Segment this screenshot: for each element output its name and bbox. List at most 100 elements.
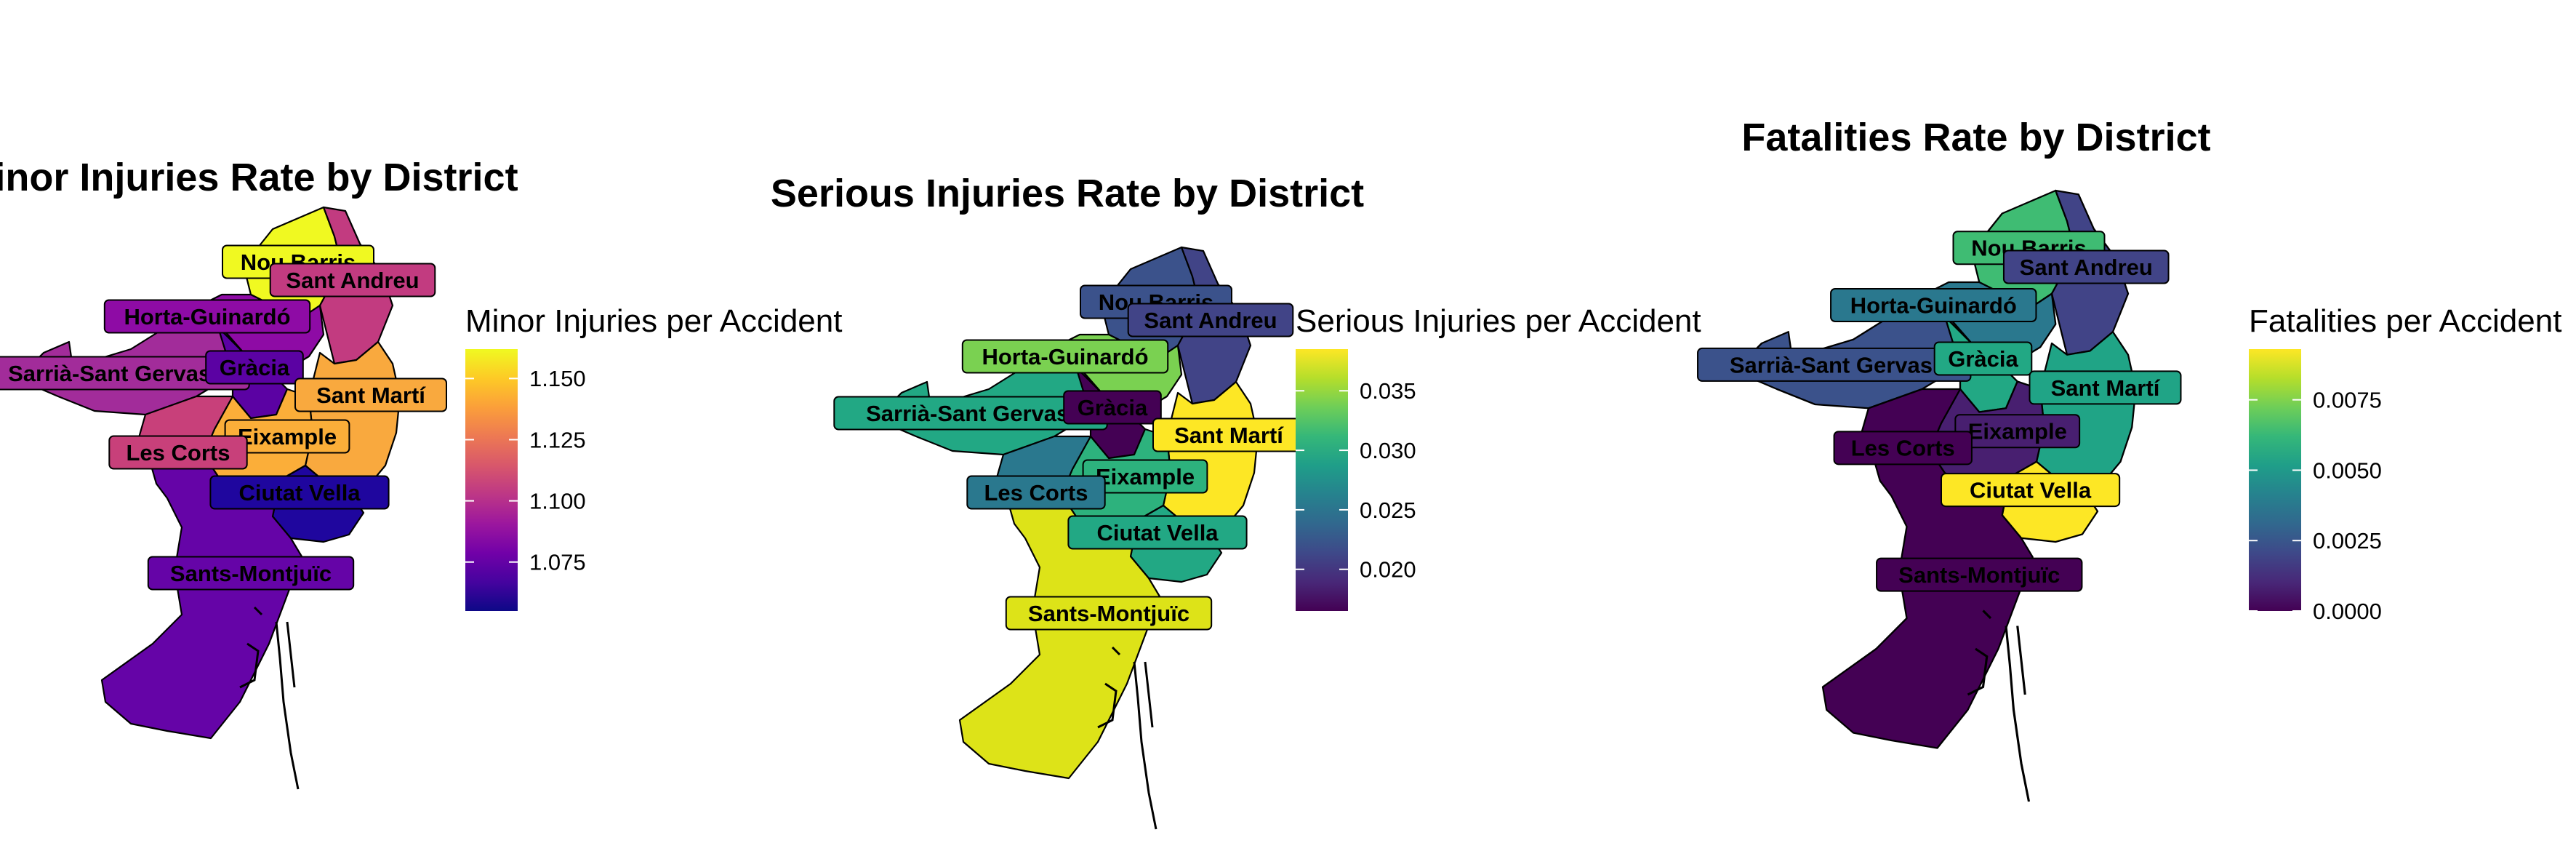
panel-title: Fatalities Rate by District	[1741, 116, 2210, 159]
district-label-text: Sant Martí	[2051, 375, 2161, 401]
legend-colorbar	[2249, 349, 2301, 611]
district-label-box	[1067, 515, 1248, 550]
district-label: Sant Martí	[294, 377, 447, 412]
district-label: Eixample	[224, 419, 350, 454]
district-label-text: Eixample	[238, 424, 337, 450]
legend: Fatalities per Accident 0.0000 0.0025 0.005…	[2249, 303, 2561, 624]
district-label: Horta-Guinardó	[1830, 288, 2037, 322]
district-label: Ciutat Vella	[1941, 473, 2121, 508]
legend-tick-label: 1.125	[529, 427, 586, 452]
district-label-text: Gràcia	[1078, 395, 1148, 420]
legend-tick-label: 0.025	[1360, 498, 1416, 523]
district-label: Horta-Guinardó	[103, 299, 311, 334]
district-label-text: Ciutat Vella	[1096, 520, 1219, 546]
district-label-text: Sarrià-Sant Gervasi	[1730, 352, 1939, 377]
legend-tick-label: 0.0050	[2313, 458, 2382, 483]
district-sant-mart-	[2035, 331, 2137, 490]
district-label-box	[961, 339, 1169, 374]
coastline-detail	[239, 606, 300, 790]
district-label-text: Horta-Guinardó	[124, 304, 290, 329]
district-label-text: Les Corts	[984, 480, 1088, 506]
district-label-text: Sant Andreu	[2020, 255, 2153, 280]
district-label-text: Sant Martí	[316, 383, 426, 408]
legend: Minor Injuries per Accident 1.075 1.100 1.1…	[465, 303, 842, 611]
district-label-text: Sarrià-Sant Gervasi	[866, 401, 1075, 426]
district-label-text: Horta-Guinardó	[1850, 292, 2017, 318]
district-label: Sant Andreu	[2002, 249, 2170, 284]
legend-title: Minor Injuries per Accident	[465, 303, 842, 339]
district-label: Sants-Montjuïc	[147, 556, 355, 591]
district-sant-mart-	[1162, 380, 1259, 532]
district-label: Sant Martí	[1152, 417, 1305, 452]
legend-colorbar	[1296, 349, 1348, 611]
district-label-box	[2029, 370, 2182, 405]
district-label-box	[1005, 596, 1213, 631]
legend-tick-label: 1.150	[529, 366, 586, 391]
district-label-box	[1127, 303, 1294, 337]
district-label-box	[294, 377, 447, 412]
district-label: Sant Andreu	[1127, 303, 1294, 337]
district-label-text: Sants-Montjuïc	[1028, 601, 1189, 626]
district-label: Sarrià-Sant Gervasi	[1697, 347, 1972, 382]
legend-tick-label: 0.035	[1360, 378, 1416, 404]
legend-title: Serious Injuries per Accident	[1296, 303, 1701, 339]
district-label: Les Corts	[966, 475, 1106, 510]
district-label-box	[103, 299, 311, 334]
district-label: Sants-Montjuïc	[1876, 557, 2083, 592]
district-label: Gràcia	[1063, 390, 1162, 425]
panel-title: Minor Injuries Rate by District	[0, 156, 518, 199]
district-label-box	[1063, 390, 1162, 425]
district-label-text: Sarrià-Sant Gervasi	[8, 361, 217, 386]
district-label: Gràcia	[205, 350, 304, 385]
legend-tick-label: 0.0000	[2313, 599, 2382, 624]
district-label: Ciutat Vella	[209, 475, 390, 510]
district-label: Sarrià-Sant Gervasi	[0, 356, 250, 391]
district-label-box	[209, 475, 390, 510]
district-label-text: Ciutat Vella	[238, 480, 361, 506]
district-label: Sant Andreu	[269, 263, 436, 297]
district-label: Sant Martí	[2029, 370, 2182, 405]
district-label-box	[108, 435, 248, 470]
district-label: Gràcia	[1933, 341, 2033, 376]
legend-title: Fatalities per Accident	[2249, 303, 2561, 339]
district-label-box	[269, 263, 436, 297]
district-label-text: Horta-Guinardó	[982, 344, 1148, 369]
district-label-text: Sants-Montjuïc	[170, 561, 332, 586]
legend-tick-label: 0.020	[1360, 557, 1416, 583]
district-label-box	[1933, 341, 2033, 376]
district-label-box	[1830, 288, 2037, 322]
legend: Serious Injuries per Accident 0.020 0.025 0…	[1296, 303, 1701, 611]
panel-title: Serious Injuries Rate by District	[771, 172, 1364, 215]
district-sant-mart-	[304, 340, 401, 492]
district-label-text: Eixample	[1096, 464, 1195, 490]
district-label-text: Gràcia	[1948, 346, 2018, 372]
district-label: Horta-Guinardó	[961, 339, 1169, 374]
district-label-text: Sant Andreu	[1144, 308, 1277, 333]
district-label: Sants-Montjuïc	[1005, 596, 1213, 631]
district-label: Sarrià-Sant Gervasi	[833, 396, 1108, 431]
district-label-box	[966, 475, 1106, 510]
district-label: Les Corts	[108, 435, 248, 470]
coastline-detail	[1967, 610, 2031, 802]
district-label-box	[1833, 431, 1973, 466]
district-label-box	[147, 556, 355, 591]
district-label-text: Sant Martí	[1174, 423, 1284, 448]
district-label-text: Les Corts	[1851, 436, 1955, 461]
district-label: Eixample	[1954, 414, 2081, 449]
district-label-text: Ciutat Vella	[1970, 477, 2092, 503]
district-label-box	[2002, 249, 2170, 284]
district-label: Ciutat Vella	[1067, 515, 1248, 550]
district-label: Les Corts	[1833, 431, 1973, 466]
district-label-text: Les Corts	[127, 440, 230, 466]
district-label-text: Sant Andreu	[286, 268, 419, 293]
legend-tick-label: 1.100	[529, 488, 586, 514]
district-label-box	[1876, 557, 2083, 592]
legend-tick-label: 0.030	[1360, 438, 1416, 463]
district-label-text: Gràcia	[220, 355, 290, 380]
district-label-text: Eixample	[1968, 419, 2067, 444]
district-label-text: Sants-Montjuïc	[1898, 562, 2060, 588]
